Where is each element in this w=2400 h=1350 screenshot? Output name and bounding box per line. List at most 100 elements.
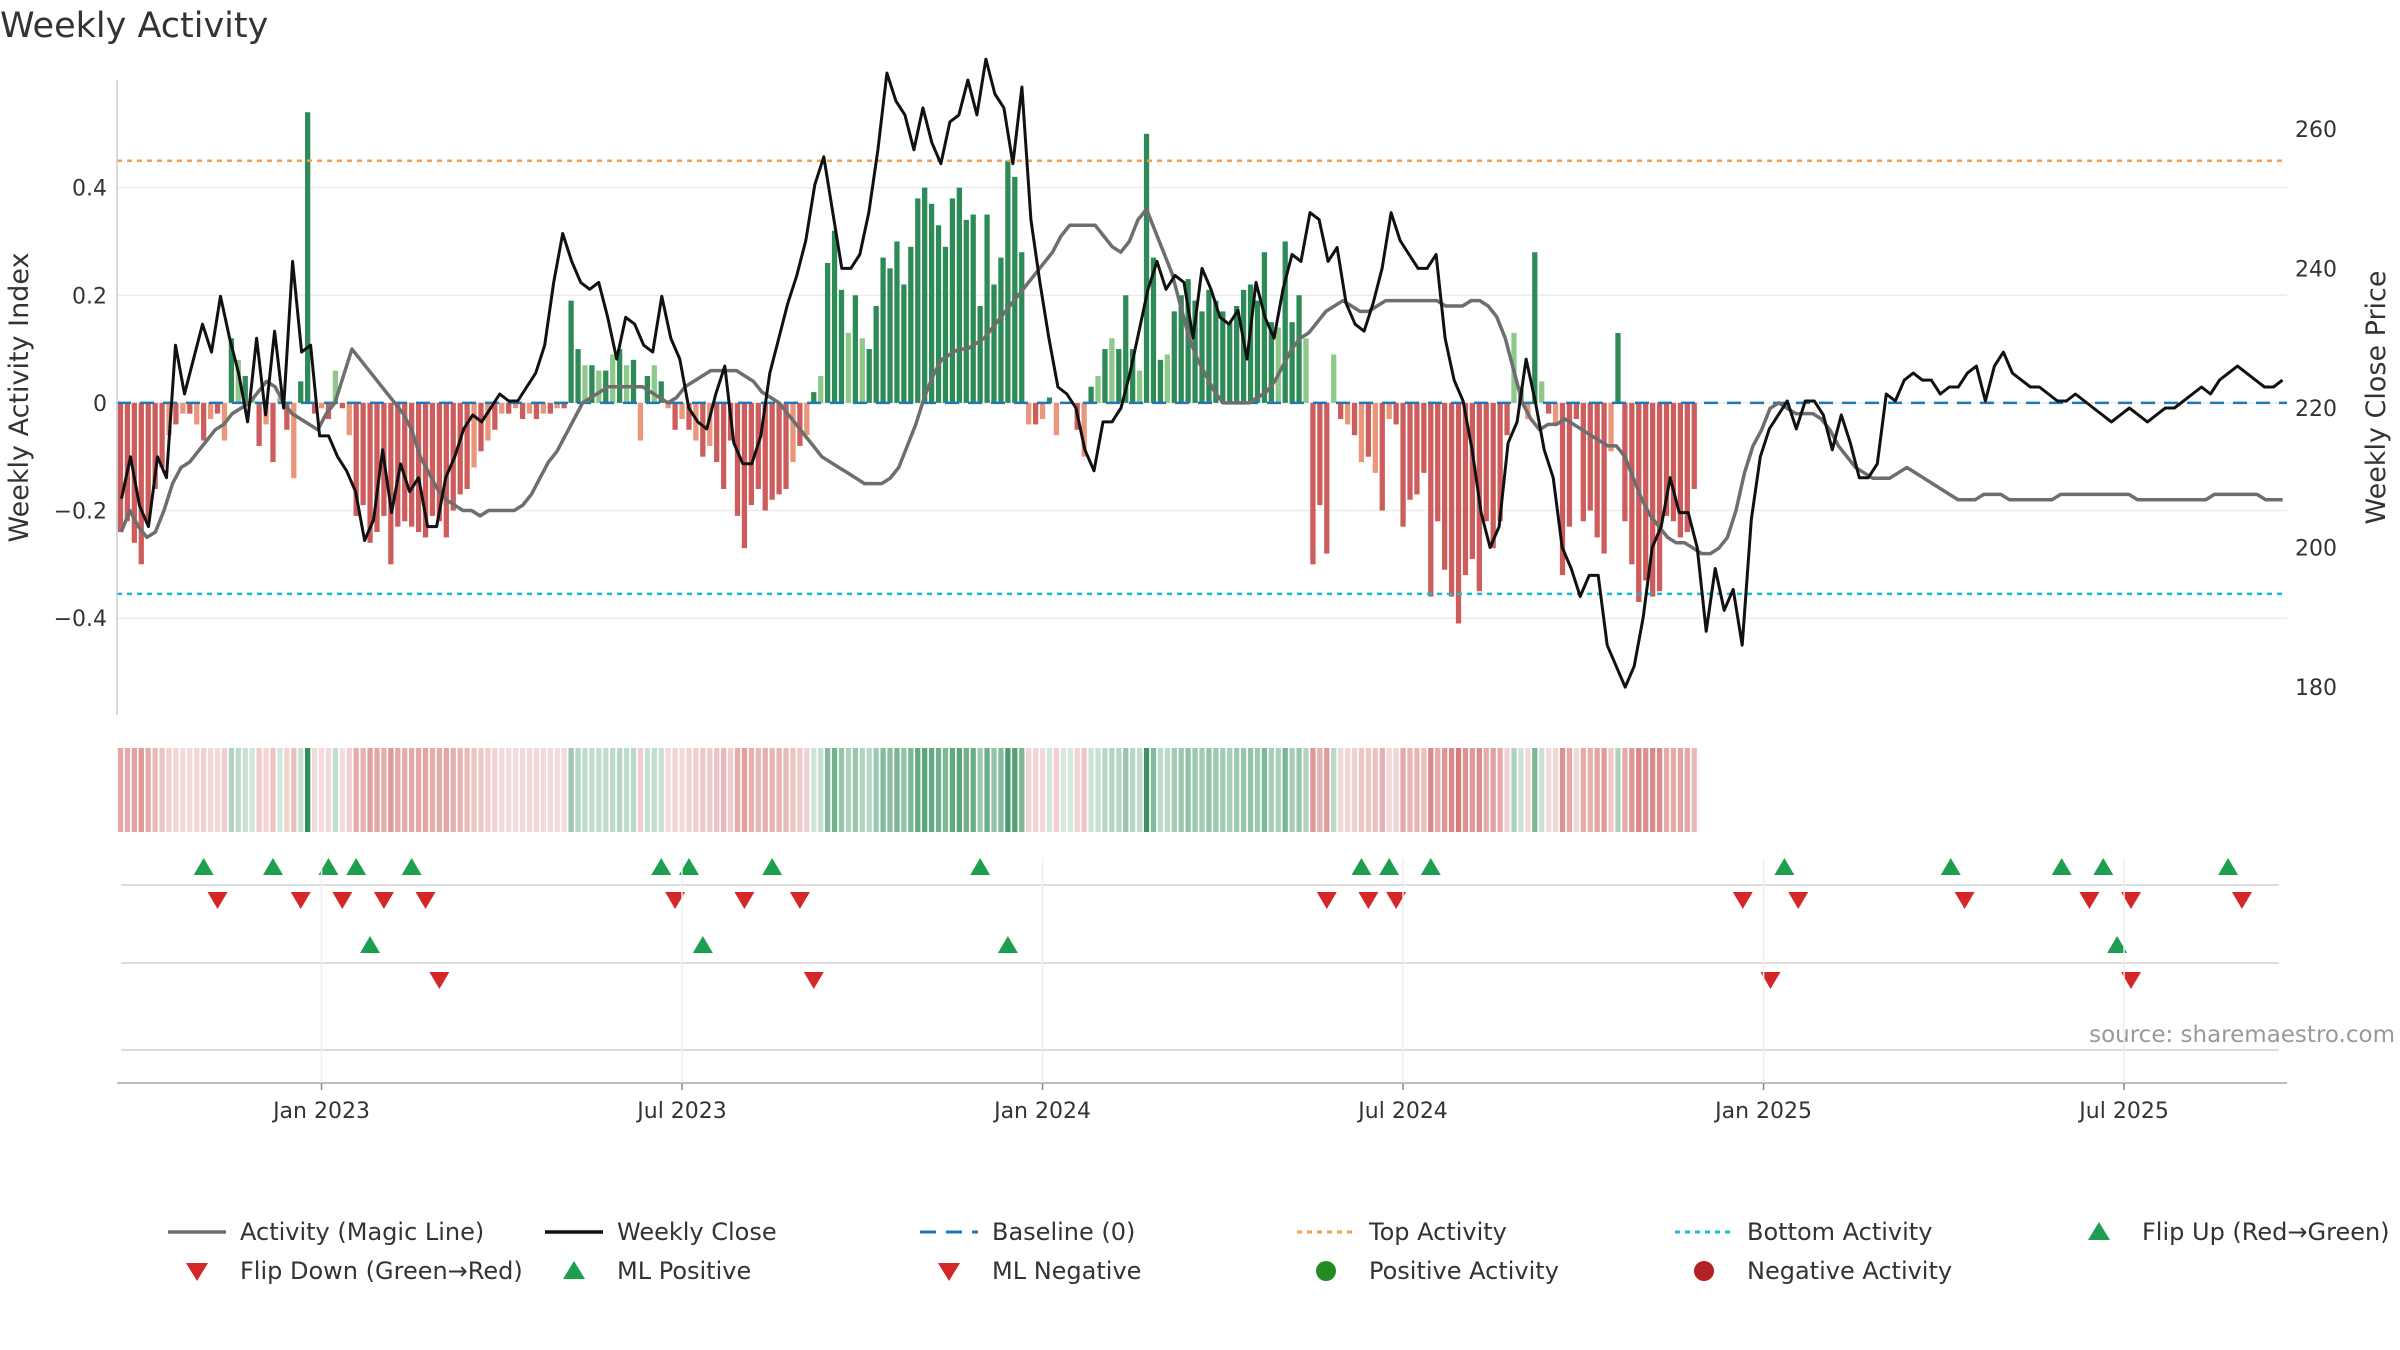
activity-bar	[318, 402, 325, 409]
ml-positive-marker	[692, 936, 713, 953]
magic-line	[119, 207, 2283, 556]
heat-cell	[1435, 748, 1441, 832]
flip-up-marker	[401, 858, 422, 875]
activity-bar	[353, 402, 359, 516]
heat-cell	[332, 748, 339, 832]
heat-cell	[305, 748, 311, 832]
activity-bar	[311, 402, 318, 414]
heat-cell	[457, 748, 463, 832]
heat-cell	[1178, 748, 1184, 832]
heat-cell	[409, 748, 415, 832]
heat-cell	[838, 748, 845, 832]
weekly-close-line	[120, 57, 2284, 689]
heat-cell	[1220, 748, 1226, 832]
heat-cell	[922, 748, 928, 832]
activity-bar	[201, 402, 207, 441]
heat-cell	[131, 748, 137, 832]
activity-bar	[1088, 386, 1094, 403]
heat-cell	[284, 748, 290, 832]
activity-bar	[117, 402, 124, 533]
y-right-tick-label: 260	[2295, 118, 2337, 143]
flip-down-marker	[290, 892, 311, 909]
heat-cell	[485, 748, 491, 832]
heat-cell	[748, 748, 754, 832]
heat-cell	[1192, 748, 1198, 832]
activity-bar	[977, 306, 983, 403]
y-left-tick-label: 0.4	[72, 177, 107, 202]
heat-cell	[1324, 748, 1330, 832]
activity-bar	[1164, 354, 1170, 403]
activity-bar	[519, 402, 526, 420]
activity-bar	[1351, 402, 1358, 436]
heat-cell	[360, 748, 366, 832]
activity-bar	[790, 402, 796, 463]
y-left-tick-label: 0	[93, 392, 107, 417]
activity-bar	[402, 402, 408, 522]
heat-cell	[1123, 748, 1129, 832]
activity-bar	[769, 402, 775, 500]
activity-bar	[942, 246, 949, 403]
activity-bar	[360, 402, 366, 506]
heat-cell	[949, 748, 956, 832]
heat-cell	[519, 748, 526, 832]
activity-bar	[734, 402, 741, 516]
heat-cell	[221, 748, 228, 832]
activity-bar	[526, 402, 533, 414]
flip-down-marker	[1788, 892, 1809, 909]
heat-cell	[1393, 748, 1399, 832]
heat-cell	[1039, 748, 1046, 832]
heat-cell	[707, 748, 713, 832]
activity-bar	[207, 402, 214, 420]
heat-cell	[346, 748, 352, 832]
heat-cell	[935, 748, 942, 832]
heat-cell	[589, 748, 595, 832]
activity-bar	[388, 402, 394, 565]
activity-bar	[443, 402, 449, 538]
activity-bar	[1019, 252, 1025, 403]
heat-cell	[1421, 748, 1427, 832]
heat-cell	[422, 748, 429, 832]
heat-cell	[1240, 748, 1247, 832]
flip-up-marker	[651, 858, 672, 875]
activity-bar	[831, 230, 838, 403]
heat-cell	[1518, 748, 1524, 832]
heat-cell	[1331, 748, 1337, 832]
activity-bar	[1143, 133, 1150, 403]
activity-bar	[478, 402, 484, 452]
heat-cell	[1164, 748, 1170, 832]
heat-cell	[187, 748, 193, 832]
heat-cell	[769, 748, 775, 832]
activity-bar	[492, 402, 498, 430]
heat-cell	[603, 748, 609, 832]
activity-bar	[159, 402, 165, 468]
heat-cell	[1005, 748, 1011, 832]
heat-cell	[776, 748, 782, 832]
heat-cell	[194, 748, 200, 832]
legend-swatch-up-triangle	[2088, 1222, 2110, 1240]
x-tick-label: Jan 2024	[992, 1099, 1091, 1124]
heat-cell	[471, 748, 477, 832]
activity-bar	[1303, 338, 1309, 403]
activity-bar	[818, 375, 824, 403]
heat-cell	[610, 748, 616, 832]
flip-up-marker	[1379, 858, 1400, 875]
heat-cell	[1150, 748, 1157, 832]
activity-bar	[1317, 402, 1323, 506]
activity-bar	[1150, 257, 1157, 403]
heat-cell	[1046, 748, 1053, 832]
activity-bar	[214, 402, 221, 414]
activity-bar	[1116, 349, 1122, 403]
activity-bar	[762, 402, 768, 511]
activity-bar	[1039, 402, 1046, 420]
activity-bar	[672, 402, 678, 430]
activity-bar	[547, 402, 553, 414]
flip-down-marker	[1732, 892, 1753, 909]
heat-cell	[873, 748, 879, 832]
x-tick-label: Jul 2023	[635, 1099, 727, 1124]
heat-cell	[1019, 748, 1025, 832]
activity-bar	[1289, 322, 1295, 403]
activity-bar	[1407, 402, 1413, 500]
heat-cell	[762, 748, 768, 832]
flip-down-marker	[373, 892, 394, 909]
legend-swatch-positive-dot	[1316, 1261, 1336, 1281]
